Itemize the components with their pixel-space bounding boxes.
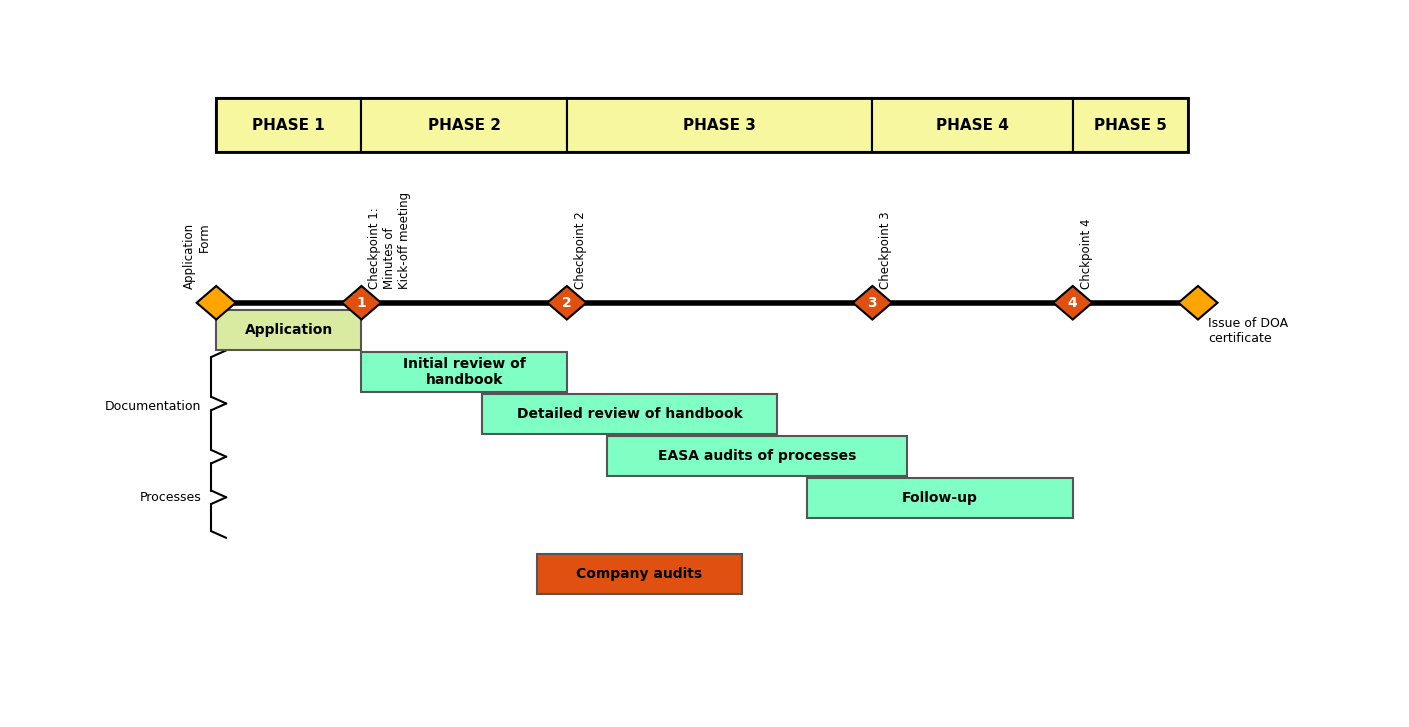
Text: 4: 4 bbox=[1068, 296, 1078, 310]
Text: 3: 3 bbox=[868, 296, 878, 310]
Text: 2: 2 bbox=[562, 296, 572, 310]
Polygon shape bbox=[1053, 286, 1092, 320]
Text: PHASE 4: PHASE 4 bbox=[936, 118, 1009, 132]
Bar bbox=[482, 394, 778, 434]
Text: Checkpoint 3: Checkpoint 3 bbox=[879, 211, 892, 289]
Bar bbox=[362, 98, 566, 152]
Text: Initial review of
handbook: Initial review of handbook bbox=[403, 357, 526, 387]
Text: Checkpoint 1:
Minutes of
Kick-off meeting: Checkpoint 1: Minutes of Kick-off meetin… bbox=[369, 192, 411, 289]
Bar bbox=[807, 478, 1072, 518]
Text: Application
Form: Application Form bbox=[183, 222, 211, 289]
Bar bbox=[1072, 98, 1188, 152]
Text: EASA audits of processes: EASA audits of processes bbox=[658, 449, 857, 463]
Text: PHASE 2: PHASE 2 bbox=[428, 118, 500, 132]
Text: Follow-up: Follow-up bbox=[902, 491, 978, 505]
Bar bbox=[872, 98, 1072, 152]
Text: Documentation: Documentation bbox=[104, 400, 201, 413]
Text: 1: 1 bbox=[356, 296, 366, 310]
Bar bbox=[607, 436, 907, 476]
Text: Chckpoint 4: Chckpoint 4 bbox=[1079, 218, 1093, 289]
Bar bbox=[216, 98, 362, 152]
Text: PHASE 5: PHASE 5 bbox=[1093, 118, 1167, 132]
Text: Detailed review of handbook: Detailed review of handbook bbox=[517, 407, 743, 421]
Text: Company audits: Company audits bbox=[576, 567, 703, 581]
Bar bbox=[362, 352, 566, 393]
Text: Application: Application bbox=[245, 324, 333, 337]
Polygon shape bbox=[197, 286, 235, 320]
Text: PHASE 3: PHASE 3 bbox=[683, 118, 757, 132]
Text: PHASE 1: PHASE 1 bbox=[252, 118, 325, 132]
Bar bbox=[216, 98, 1188, 152]
Bar bbox=[566, 98, 872, 152]
Bar bbox=[216, 310, 362, 350]
Text: Issue of DOA
certificate: Issue of DOA certificate bbox=[1208, 317, 1288, 345]
Polygon shape bbox=[547, 286, 586, 320]
Polygon shape bbox=[342, 286, 380, 320]
Text: Processes: Processes bbox=[139, 491, 201, 504]
Polygon shape bbox=[852, 286, 892, 320]
Polygon shape bbox=[1178, 286, 1217, 320]
Bar bbox=[537, 553, 743, 594]
Text: Checkpoint 2: Checkpoint 2 bbox=[573, 211, 586, 289]
